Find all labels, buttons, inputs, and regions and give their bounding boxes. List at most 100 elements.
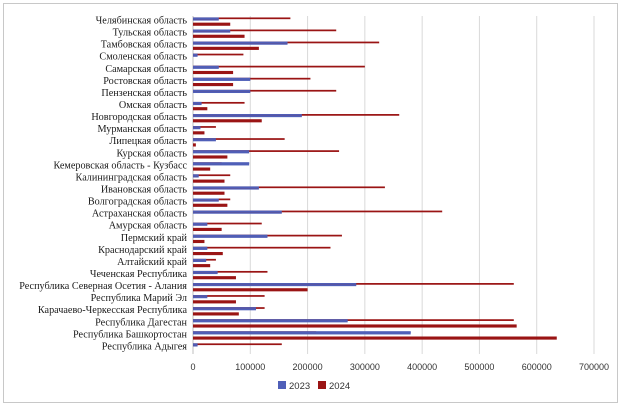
bar-2023-overlay — [193, 41, 288, 44]
bar-2024-secondary — [193, 239, 205, 244]
category-label: Самарская область — [105, 64, 187, 75]
bar-2023-overlay — [193, 198, 219, 201]
bar-2024-secondary — [193, 191, 225, 195]
bar-2023-overlay — [193, 65, 219, 68]
bar-2023-overlay — [193, 343, 198, 346]
bar-2024 — [193, 126, 216, 128]
bar-2023-overlay — [193, 319, 348, 321]
bar-2024 — [193, 343, 282, 346]
x-tick-label: 400000 — [407, 362, 437, 372]
bar-2024-secondary — [193, 288, 308, 292]
bar-2024-secondary — [193, 70, 234, 75]
bar-2024-secondary — [193, 119, 262, 123]
bar-2023-overlay — [193, 53, 198, 56]
category-label: Алтайский край — [117, 257, 187, 268]
bar-2023-overlay — [193, 89, 251, 92]
bar-2023-overlay — [193, 307, 257, 309]
bar-2023-overlay — [193, 222, 208, 225]
x-tick-label: 600000 — [522, 362, 552, 372]
bar-2024-secondary — [193, 155, 228, 159]
bar-2024 — [193, 210, 443, 213]
bar-2024 — [193, 319, 514, 321]
category-label: Волгоградская область — [88, 197, 188, 208]
category-label: Тульская область — [113, 28, 188, 39]
category-label: Кемеровская область - Кузбасс — [53, 160, 187, 171]
category-label: Липецкая область — [109, 136, 187, 147]
bar-2024-secondary — [193, 251, 223, 256]
category-label: Карачаево-Черкесская Республика — [38, 305, 188, 316]
category-label: Ивановская область — [101, 184, 188, 195]
category-label: Амурская область — [109, 221, 188, 232]
grid — [192, 16, 595, 354]
bar-2023-overlay — [193, 150, 250, 152]
x-tick-label: 700000 — [579, 362, 609, 372]
category-label: Республика Башкортостан — [73, 329, 188, 340]
bar-2024 — [193, 138, 285, 140]
bar-2023-overlay — [193, 101, 202, 104]
bar-2024 — [193, 174, 231, 177]
x-tick-label: 500000 — [464, 362, 494, 372]
bar-2024 — [193, 101, 245, 104]
legend: 2023 2024 — [278, 381, 350, 392]
x-axis-ticks: 0 100000 200000 300000 400000 500000 600000 700… — [190, 362, 609, 372]
bar-2024-secondary — [193, 179, 225, 183]
bar-2024-secondary — [193, 264, 211, 268]
category-label: Республика Адыгея — [102, 341, 188, 352]
category-label: Смоленская область — [99, 52, 187, 63]
bar-2024-secondary — [193, 82, 234, 87]
category-label: Мурманская область — [97, 124, 187, 135]
category-label: Астраханская область — [92, 209, 187, 220]
bar-2024-secondary — [193, 227, 222, 231]
bar-2023-overlay — [193, 174, 199, 177]
x-tick-label: 200000 — [293, 362, 323, 372]
bar-2023-overlay — [193, 283, 357, 285]
bar-2024 — [193, 295, 265, 297]
bar-2023-overlay — [193, 126, 201, 128]
bar-2024-secondary — [193, 167, 211, 171]
bar-2024 — [193, 53, 244, 56]
bar-2023-overlay — [193, 17, 219, 20]
bar-2024 — [193, 17, 291, 20]
category-label: Калининградская область — [76, 172, 188, 183]
legend-swatch — [278, 381, 286, 389]
bar-2024-secondary — [193, 336, 557, 340]
legend-label: 2024 — [329, 381, 350, 392]
bar-2024 — [193, 77, 311, 80]
chart-frame: Челябинская область Тульская область Тамбо… — [3, 3, 618, 403]
category-label: Челябинская область — [96, 15, 188, 26]
bars — [193, 17, 557, 347]
bar-2024 — [193, 89, 337, 92]
bar-2023-overlay — [193, 138, 216, 140]
bar-2023-overlay — [193, 331, 411, 334]
bar-2024-secondary — [193, 203, 228, 207]
x-tick-label: 300000 — [350, 362, 380, 372]
category-label: Ростовская область — [103, 76, 187, 87]
category-label: Новгородская область — [91, 112, 187, 123]
category-labels: Челябинская область Тульская областьТамбо… — [19, 15, 187, 352]
bar-2023-overlay — [193, 258, 207, 261]
bar-2024-secondary — [193, 46, 259, 50]
category-label: Республика Дагестан — [95, 317, 187, 328]
bar-2023-overlay — [193, 270, 218, 273]
bar-2023-overlay — [193, 295, 208, 297]
bar-2024-secondary — [193, 312, 239, 316]
category-label: Чеченская Республика — [90, 269, 188, 280]
bar-2024 — [193, 246, 331, 249]
category-label: Республика Северная Осетия - Алания — [19, 281, 187, 292]
bar-2024-secondary — [193, 131, 205, 135]
bar-2024-secondary — [193, 143, 196, 147]
bar-2023-overlay — [193, 186, 259, 189]
bar-2024-secondary — [193, 34, 245, 38]
bar-2024 — [193, 270, 268, 273]
bar-2024-secondary — [193, 107, 208, 111]
x-tick-label: 0 — [190, 362, 195, 372]
bar-2024 — [193, 29, 337, 32]
bar-2023-overlay — [193, 246, 208, 249]
bar-2023-overlay — [193, 114, 302, 116]
category-label: Республика Марий Эл — [91, 293, 187, 304]
category-label: Тамбовская область — [101, 40, 188, 51]
legend-swatch — [318, 381, 326, 389]
bar-2024 — [193, 65, 365, 68]
bar-2023-overlay — [193, 29, 231, 32]
category-label: Пермский край — [121, 233, 188, 244]
